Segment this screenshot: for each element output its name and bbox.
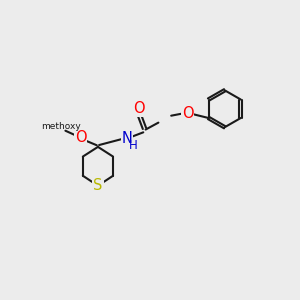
Text: O: O	[133, 101, 145, 116]
Text: O: O	[182, 106, 193, 121]
Text: N: N	[122, 131, 133, 146]
Text: methoxy: methoxy	[41, 122, 81, 130]
Text: O: O	[75, 130, 86, 145]
Text: H: H	[128, 139, 137, 152]
Text: S: S	[93, 178, 103, 193]
